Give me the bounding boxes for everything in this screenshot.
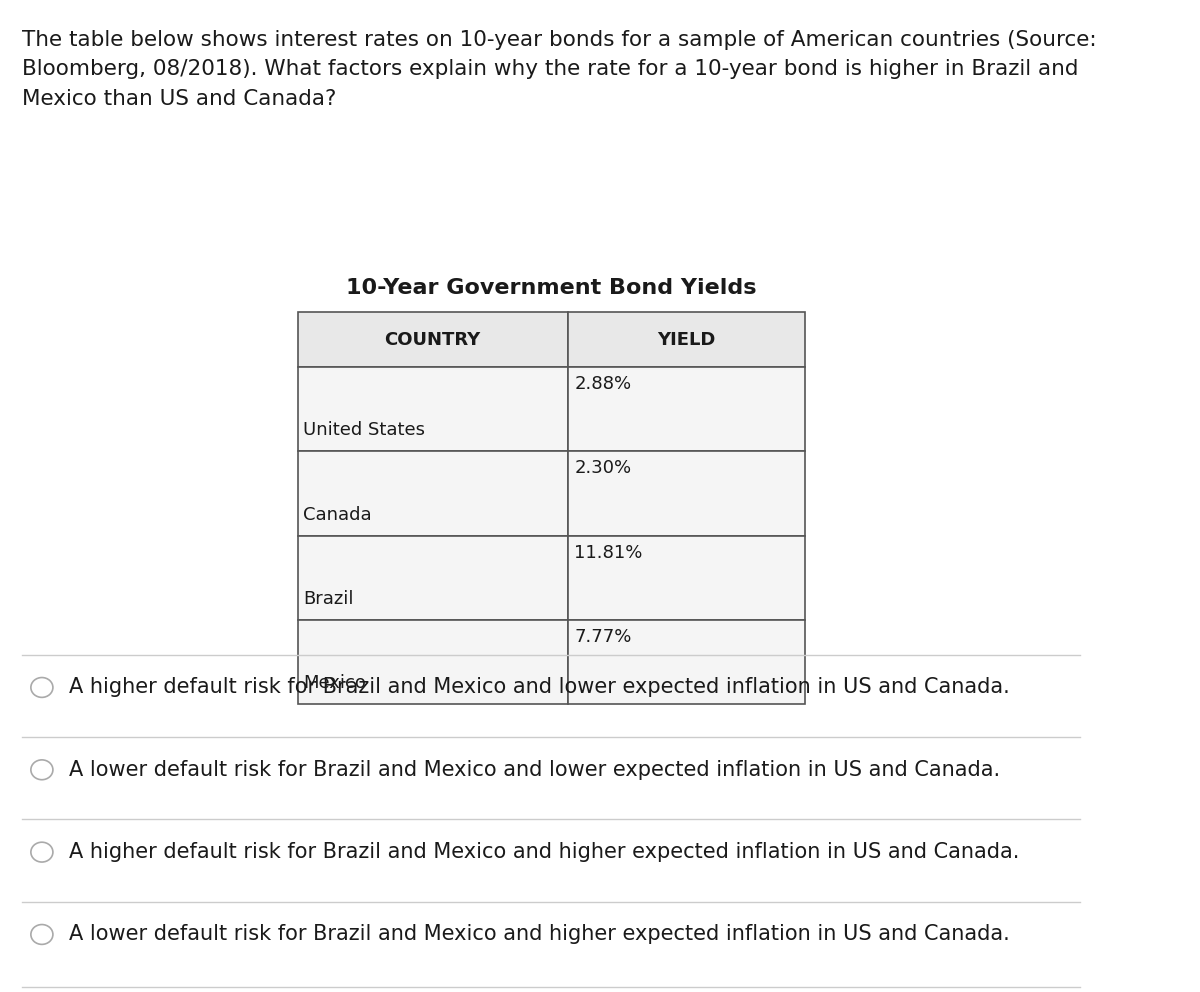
Text: The table below shows interest rates on 10-year bonds for a sample of American c: The table below shows interest rates on … xyxy=(22,30,1097,109)
FancyBboxPatch shape xyxy=(298,620,568,704)
Text: Mexico: Mexico xyxy=(304,675,366,692)
FancyBboxPatch shape xyxy=(298,536,568,620)
FancyBboxPatch shape xyxy=(568,451,805,536)
Text: 11.81%: 11.81% xyxy=(575,544,643,561)
Text: A lower default risk for Brazil and Mexico and lower expected inflation in US an: A lower default risk for Brazil and Mexi… xyxy=(70,760,1001,780)
Text: Canada: Canada xyxy=(304,506,372,524)
FancyBboxPatch shape xyxy=(298,312,568,367)
Text: YIELD: YIELD xyxy=(656,330,715,349)
FancyBboxPatch shape xyxy=(568,312,805,367)
FancyBboxPatch shape xyxy=(298,451,568,536)
FancyBboxPatch shape xyxy=(568,620,805,704)
Text: United States: United States xyxy=(304,422,425,439)
Text: 2.88%: 2.88% xyxy=(575,375,631,393)
Text: A lower default risk for Brazil and Mexico and higher expected inflation in US a: A lower default risk for Brazil and Mexi… xyxy=(70,925,1010,944)
Text: 7.77%: 7.77% xyxy=(575,628,631,646)
FancyBboxPatch shape xyxy=(568,536,805,620)
FancyBboxPatch shape xyxy=(298,367,568,451)
Text: A higher default risk for Brazil and Mexico and lower expected inflation in US a: A higher default risk for Brazil and Mex… xyxy=(70,678,1010,697)
Text: Brazil: Brazil xyxy=(304,590,354,608)
Text: COUNTRY: COUNTRY xyxy=(384,330,481,349)
Text: 10-Year Government Bond Yields: 10-Year Government Bond Yields xyxy=(346,278,756,298)
Text: A higher default risk for Brazil and Mexico and higher expected inflation in US : A higher default risk for Brazil and Mex… xyxy=(70,842,1020,862)
Text: 2.30%: 2.30% xyxy=(575,459,631,477)
FancyBboxPatch shape xyxy=(568,367,805,451)
